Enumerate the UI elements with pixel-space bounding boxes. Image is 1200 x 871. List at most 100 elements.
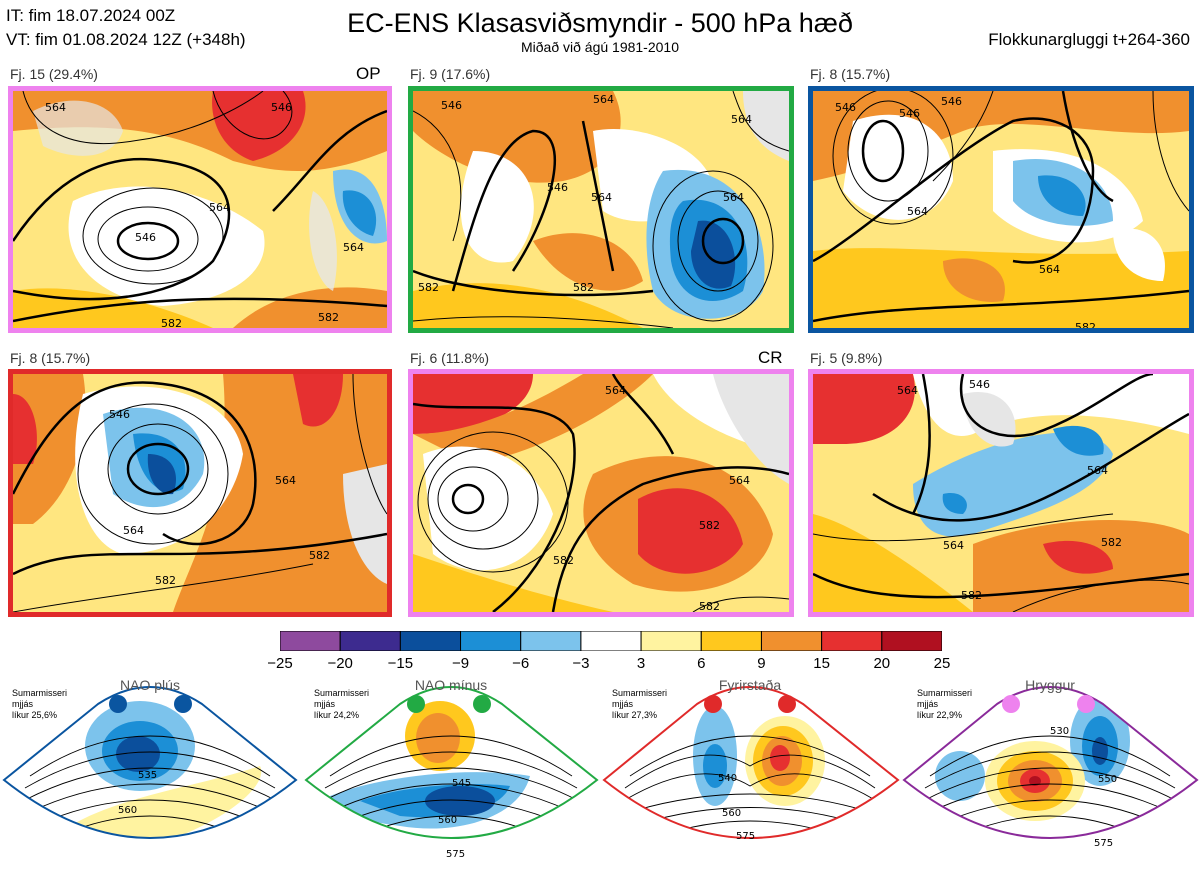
cluster-map-panel[interactable]: 564 564 582 582 582 — [408, 369, 794, 617]
regime-dot — [473, 695, 491, 713]
contour-label: 582 — [318, 311, 339, 324]
colorbar-segment — [280, 631, 341, 651]
regime-maps: 535 560 545 560 575 540 560 575 530 550 … — [2, 686, 1199, 860]
contour-label: 575 — [736, 831, 755, 842]
contour-label: 582 — [1101, 536, 1122, 549]
colorbar-tick-label: −6 — [512, 655, 530, 672]
contour-label: 564 — [591, 191, 612, 204]
page-title: EC-ENS Klasasviðsmyndir - 500 hPa hæð — [347, 8, 853, 38]
contour-label: 560 — [118, 805, 137, 816]
regime-info: Sumarmisseri mjjás líkur 27,3% — [612, 688, 668, 720]
panel-tag: CR — [758, 348, 783, 367]
cluster-map-panel[interactable]: 546 564 564 582 582 — [8, 369, 392, 617]
contour-label: 564 — [729, 474, 750, 487]
contour-label: 545 — [452, 778, 471, 789]
colorbar-tick-label: 20 — [873, 655, 891, 672]
contour-label: 564 — [123, 524, 144, 537]
cluster-map-panel[interactable]: 564 546 564 564 546 582 582 564 — [408, 86, 794, 333]
contour-label: 575 — [446, 849, 465, 860]
colorbar-tick-label: 25 — [933, 655, 951, 672]
colorbar-segment — [760, 631, 823, 651]
contour-label: 564 — [593, 93, 614, 106]
regime-name: NAO mínus — [414, 677, 488, 693]
contour-label: 546 — [941, 95, 962, 108]
contour-label: 564 — [1087, 464, 1108, 477]
colorbar — [280, 631, 942, 651]
contour-label: 530 — [1050, 726, 1069, 737]
colorbar-segment — [520, 631, 582, 651]
vt-line: VT: fim 01.08.2024 12Z (+348h) — [6, 30, 246, 49]
colorbar-segment — [881, 631, 942, 651]
contour-label: 564 — [897, 384, 918, 397]
panel-label: Fj. 5 (9.8%) — [810, 350, 883, 366]
regime-name: Fyrirstaða — [718, 677, 782, 693]
contour-label: 582 — [699, 519, 720, 532]
panel-label: Fj. 9 (17.6%) — [410, 66, 491, 82]
cluster-map-panel[interactable]: 564 546 564 564 582 582 — [808, 369, 1194, 617]
colorbar-ticks: −25 −20 −15 −9 −6 −3 3 6 9 15 20 25 — [267, 655, 950, 673]
colorbar-segment — [700, 631, 762, 651]
contour-label: 582 — [309, 549, 330, 562]
contour-label: 546 — [547, 181, 568, 194]
contour-label: 564 — [731, 113, 752, 126]
contour-label: 564 — [209, 201, 230, 214]
regime-name: NAO plús — [120, 677, 180, 693]
header-info: IT: fim 18.07.2024 00Z VT: fim 01.08.202… — [6, 4, 246, 52]
regime-dot — [704, 695, 722, 713]
colorbar-segment — [580, 631, 642, 651]
contour-label: 550 — [1098, 774, 1117, 785]
colorbar-tick-label: 3 — [636, 655, 646, 672]
colorbar-tick-label: 9 — [757, 655, 766, 672]
colorbar-segment — [460, 631, 522, 651]
contour-label: 546 — [835, 101, 856, 114]
regime-dot — [174, 695, 192, 713]
regime-name: Hryggur — [1025, 677, 1075, 693]
contour-label: 582 — [961, 589, 982, 602]
regime-dot — [778, 695, 796, 713]
contour-label: 540 — [718, 773, 737, 784]
contour-label: 546 — [109, 408, 130, 421]
contour-label: 546 — [899, 107, 920, 120]
contour-label: 535 — [138, 770, 157, 781]
colorbar-tick-label: −9 — [451, 655, 470, 672]
colorbar-segment — [821, 631, 883, 651]
panel-label: Fj. 15 (29.4%) — [10, 66, 98, 82]
regime-info: Sumarmisseri mjjás líkur 22,9% — [917, 688, 973, 720]
contour-label: 582 — [418, 281, 439, 294]
colorbar-tick-label: −20 — [327, 655, 353, 672]
contour-label: 564 — [1039, 263, 1060, 276]
colorbar-tick-label: −25 — [267, 655, 293, 672]
contour-label: 546 — [441, 99, 462, 112]
panel-label: Fj. 6 (11.8%) — [410, 350, 490, 366]
colorbar-tick-label: −3 — [572, 655, 590, 672]
contour-label: 564 — [943, 539, 964, 552]
colorbar-tick-label: −15 — [387, 655, 414, 672]
panel-tag: OP — [356, 64, 381, 83]
it-line: IT: fim 18.07.2024 00Z — [6, 6, 176, 25]
panel-label: Fj. 8 (15.7%) — [10, 350, 91, 366]
regime-info: Sumarmisseri mjjás líkur 25,6% — [12, 688, 68, 720]
contour-label: 582 — [1075, 321, 1096, 328]
cluster-map-panel[interactable]: 546 546 546 564 564 582 — [808, 86, 1194, 333]
colorbar-segment — [399, 631, 462, 651]
panel-label: Fj. 8 (15.7%) — [810, 66, 891, 82]
contour-label: 582 — [573, 281, 594, 294]
contour-label: 582 — [553, 554, 574, 567]
contour-label: 546 — [969, 378, 990, 391]
contour-label: 582 — [155, 574, 176, 587]
contour-label: 564 — [343, 241, 364, 254]
contour-label: 546 — [135, 231, 156, 244]
cluster-map-panel[interactable]: 564 546 546 564 564 582 582 — [8, 86, 392, 333]
contour-label: 582 — [161, 317, 182, 328]
regime-dot — [1077, 695, 1095, 713]
regime-dot — [1002, 695, 1020, 713]
regime-dot — [407, 695, 425, 713]
contour-label: 546 — [271, 101, 292, 114]
contour-label: 560 — [722, 808, 741, 819]
colorbar-tick-label: 15 — [813, 655, 830, 672]
contour-label: 560 — [438, 815, 457, 826]
colorbar-segment — [339, 631, 401, 651]
contour-label: 564 — [605, 384, 626, 397]
classification-window: Flokkunargluggi t+264-360 — [988, 30, 1190, 49]
contour-label: 564 — [45, 101, 66, 114]
